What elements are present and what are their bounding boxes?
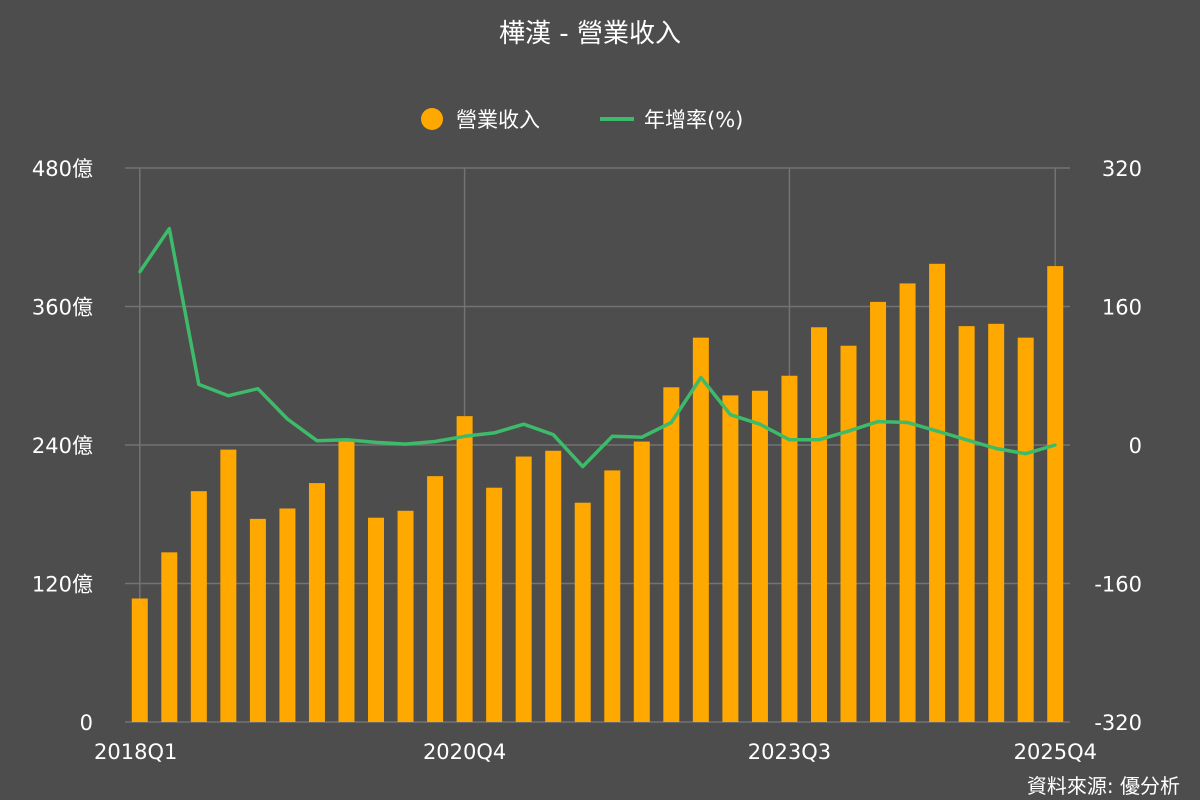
right-tick-label: -160 bbox=[1094, 573, 1142, 597]
revenue-bar bbox=[279, 508, 296, 722]
growth-point bbox=[551, 433, 555, 437]
revenue-bar bbox=[368, 517, 385, 722]
growth-line-path bbox=[138, 226, 1056, 469]
growth-point bbox=[640, 435, 644, 439]
growth-point bbox=[876, 420, 880, 424]
revenue-bars bbox=[131, 263, 1064, 722]
growth-line bbox=[138, 226, 1057, 469]
revenue-bar bbox=[515, 456, 532, 722]
growth-point bbox=[787, 438, 791, 442]
growth-point bbox=[994, 446, 998, 450]
growth-point bbox=[935, 429, 939, 433]
growth-point bbox=[610, 434, 614, 438]
revenue-bar bbox=[456, 416, 473, 722]
revenue-bar bbox=[751, 390, 768, 722]
revenue-bar bbox=[486, 487, 503, 722]
growth-point bbox=[404, 442, 408, 446]
revenue-bar bbox=[870, 301, 887, 722]
revenue-bar bbox=[220, 449, 237, 722]
revenue-bar bbox=[574, 502, 591, 722]
right-axis-ticks: -320 -160 0 160 320 bbox=[1094, 157, 1142, 735]
left-tick-label: 480億 bbox=[32, 157, 93, 181]
revenue-bar bbox=[190, 491, 207, 722]
x-tick-label: 2018Q1 bbox=[94, 740, 177, 764]
growth-point bbox=[492, 431, 496, 435]
left-tick-label: 240億 bbox=[32, 434, 93, 458]
revenue-bar bbox=[633, 441, 650, 722]
growth-point bbox=[433, 440, 437, 444]
growth-point bbox=[581, 465, 585, 469]
legend-growth-label: 年增率(%) bbox=[644, 108, 743, 132]
revenue-bar bbox=[692, 337, 709, 722]
left-tick-label: 120億 bbox=[32, 573, 93, 597]
revenue-bar bbox=[929, 263, 946, 722]
growth-point bbox=[728, 413, 732, 417]
growth-point bbox=[344, 438, 348, 442]
revenue-bar bbox=[427, 476, 444, 722]
revenue-bar bbox=[604, 470, 621, 722]
right-tick-label: 160 bbox=[1102, 296, 1142, 320]
growth-point bbox=[965, 438, 969, 442]
legend-revenue-label: 營業收入 bbox=[456, 108, 540, 132]
x-tick-label: 2023Q3 bbox=[748, 740, 831, 764]
legend: 營業收入 年增率(%) bbox=[421, 108, 743, 132]
revenue-bar bbox=[1047, 266, 1064, 722]
revenue-bar bbox=[249, 518, 266, 722]
legend-revenue-marker bbox=[421, 108, 443, 130]
growth-point bbox=[906, 420, 910, 424]
left-tick-label: 360億 bbox=[32, 296, 93, 320]
x-tick-label: 2020Q4 bbox=[423, 740, 506, 764]
x-axis-ticks: 2018Q1 2020Q4 2023Q3 2025Q4 bbox=[94, 740, 1097, 764]
revenue-bar bbox=[781, 375, 798, 722]
revenue-bar bbox=[663, 387, 680, 722]
growth-point bbox=[226, 394, 230, 398]
revenue-bar bbox=[308, 483, 325, 722]
left-axis-ticks: 0 120億 240億 360億 480億 bbox=[32, 157, 93, 735]
revenue-bar bbox=[840, 345, 857, 722]
right-tick-label: -320 bbox=[1094, 711, 1142, 735]
growth-point bbox=[522, 422, 526, 426]
growth-point bbox=[699, 375, 703, 379]
growth-point bbox=[817, 438, 821, 442]
chart-title: 樺漢 - 營業收入 bbox=[499, 19, 681, 49]
right-tick-label: 0 bbox=[1129, 434, 1142, 458]
growth-point bbox=[256, 387, 260, 391]
revenue-bar bbox=[958, 326, 975, 722]
growth-point bbox=[167, 227, 171, 231]
growth-point bbox=[315, 439, 319, 443]
revenue-bar bbox=[131, 598, 148, 722]
revenue-bar bbox=[338, 439, 355, 722]
growth-point bbox=[374, 440, 378, 444]
revenue-bar bbox=[545, 450, 562, 722]
growth-point bbox=[1024, 452, 1028, 456]
growth-point bbox=[463, 434, 467, 438]
growth-point bbox=[758, 422, 762, 426]
revenue-bar bbox=[810, 327, 827, 722]
revenue-bar bbox=[899, 283, 916, 722]
source-note: 資料來源: 優分析 bbox=[1027, 774, 1180, 798]
right-tick-label: 320 bbox=[1102, 157, 1142, 181]
revenue-bar bbox=[722, 395, 739, 722]
revenue-bar bbox=[397, 510, 414, 722]
revenue-bar bbox=[1017, 337, 1034, 722]
revenue-bar bbox=[988, 323, 1005, 722]
growth-point bbox=[847, 429, 851, 433]
x-tick-label: 2025Q4 bbox=[1014, 740, 1097, 764]
revenue-bar bbox=[161, 552, 178, 722]
left-tick-label: 0 bbox=[80, 711, 93, 735]
growth-point bbox=[1053, 443, 1057, 447]
growth-point bbox=[669, 420, 673, 424]
growth-point bbox=[138, 270, 142, 274]
growth-point bbox=[197, 382, 201, 386]
growth-point bbox=[285, 417, 289, 421]
